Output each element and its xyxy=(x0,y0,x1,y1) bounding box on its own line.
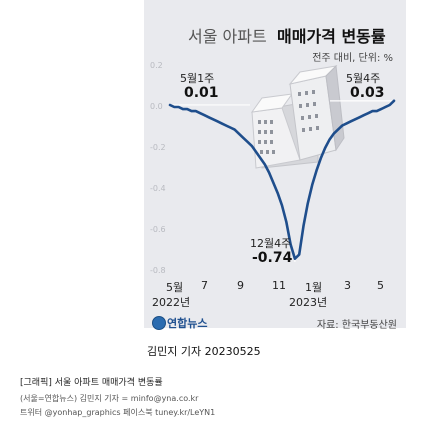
data-point xyxy=(332,132,335,135)
data-point xyxy=(220,122,223,125)
annotation-value-end: 0.03 xyxy=(350,85,385,101)
data-point xyxy=(315,169,318,172)
data-point xyxy=(263,163,266,166)
data-point xyxy=(276,192,279,195)
y-tick-label: -0.6 xyxy=(150,225,166,234)
x-tick-label: 5월 xyxy=(166,281,184,294)
data-point xyxy=(294,257,296,260)
data-point xyxy=(306,202,309,205)
y-tick-label: 0.2 xyxy=(150,61,163,70)
data-point xyxy=(272,182,275,184)
y-tick-label: -0.8 xyxy=(150,266,166,275)
annotation-value-start: 0.01 xyxy=(184,85,219,101)
building-illustration xyxy=(250,64,345,169)
data-point xyxy=(302,225,305,227)
data-point xyxy=(362,114,365,117)
chart-subtitle: 전주 대비, 단위: % xyxy=(312,53,393,64)
byline: 김민지 기자 20230525 xyxy=(147,345,261,358)
data-point xyxy=(238,132,240,135)
series-layer xyxy=(168,99,396,261)
data-point xyxy=(380,108,382,110)
data-point xyxy=(289,243,292,246)
data-point xyxy=(328,138,331,141)
data-point xyxy=(285,220,288,223)
x-year-label: 2023년 xyxy=(289,296,328,309)
footer-social: 트위터 @yonhap_graphics 페이스북 tuney.kr/LeYN1 xyxy=(20,408,216,417)
data-point xyxy=(375,110,378,112)
y-tick-label: 0.0 xyxy=(150,102,163,111)
data-point xyxy=(207,116,210,119)
footer-title: [그래픽] 서울 아파트 매매가격 변동률 xyxy=(20,378,163,388)
data-point xyxy=(255,151,258,154)
data-point xyxy=(345,122,348,125)
data-point xyxy=(203,114,206,117)
data-point xyxy=(384,106,387,108)
yonhap-logo-icon xyxy=(152,316,166,330)
data-point xyxy=(173,106,176,108)
data-point xyxy=(268,171,270,174)
footer-credit: (서울=연합뉴스) 김민지 기자 = minfo@yna.co.kr xyxy=(20,394,199,403)
x-tick-label: 3 xyxy=(344,279,351,292)
data-point xyxy=(354,118,357,121)
annotation-date-min: 12월4주 xyxy=(250,237,292,250)
data-point xyxy=(186,108,189,110)
data-point xyxy=(199,112,202,115)
annotation-date-start: 5월1주 xyxy=(180,72,215,85)
data-point xyxy=(225,124,227,127)
data-point xyxy=(341,124,344,127)
chart-title-regular: 서울 아파트 xyxy=(188,27,267,46)
x-tick-label: 11 xyxy=(272,279,286,292)
data-point xyxy=(229,126,232,129)
data-point xyxy=(194,110,197,112)
data-point xyxy=(190,110,193,112)
data-point xyxy=(259,157,262,160)
data-point xyxy=(319,157,322,160)
logo-text: 연합뉴스 xyxy=(167,317,208,330)
data-point xyxy=(324,147,326,149)
data-point xyxy=(242,136,245,139)
data-point xyxy=(358,116,361,119)
x-tick-label: 9 xyxy=(237,279,244,292)
chart-area xyxy=(168,64,396,262)
x-year-label: 2022년 xyxy=(152,296,191,309)
annotation-value-min: -0.74 xyxy=(252,250,293,266)
data-point xyxy=(371,110,374,112)
data-point xyxy=(216,120,219,123)
data-point xyxy=(337,128,339,131)
x-tick-label: 7 xyxy=(201,279,208,292)
data-point xyxy=(182,108,184,110)
data-point xyxy=(177,106,180,108)
data-point xyxy=(311,184,314,186)
chart-title-bold: 매매가격 변동률 xyxy=(277,27,386,46)
annotation-date-end: 5월4주 xyxy=(346,72,381,85)
y-tick-label: -0.2 xyxy=(150,143,166,152)
x-tick-label: 5 xyxy=(377,279,384,292)
data-point xyxy=(350,120,352,123)
data-point xyxy=(388,104,391,106)
data-point xyxy=(298,253,301,256)
data-point xyxy=(250,145,253,147)
data-point xyxy=(281,204,283,207)
source-note: 자료: 한국부동산원 xyxy=(316,320,397,331)
data-point xyxy=(169,104,171,106)
x-tick-label: 1월 xyxy=(305,281,323,294)
data-point xyxy=(393,99,395,102)
data-point xyxy=(212,118,215,121)
data-point xyxy=(367,112,370,115)
y-tick-label: -0.4 xyxy=(150,184,166,193)
data-point xyxy=(246,140,249,143)
data-point xyxy=(233,128,236,131)
